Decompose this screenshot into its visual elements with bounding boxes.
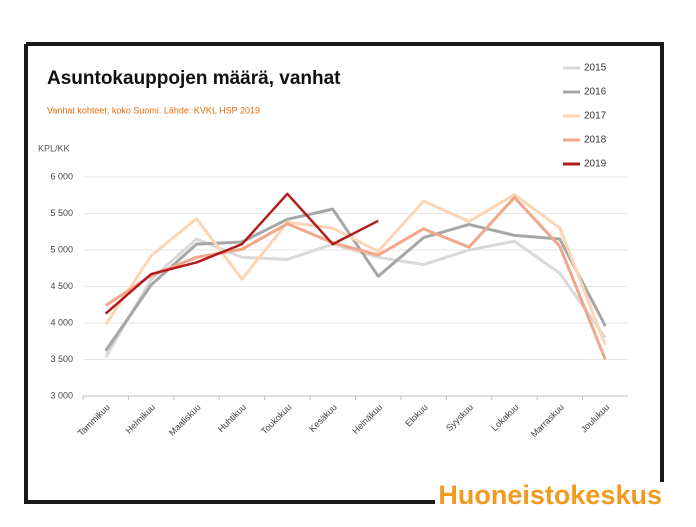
y-tick-label: 6 000	[50, 171, 73, 181]
y-tick-label: 5 500	[50, 208, 73, 218]
y-tick-label: 3 500	[50, 354, 73, 364]
brand-logo: Huoneistokeskus	[438, 480, 662, 510]
series-line	[104, 207, 607, 352]
series-line	[104, 195, 607, 361]
series-line	[104, 192, 379, 315]
legend-label: 2018	[584, 135, 607, 146]
legend-label: 2016	[584, 87, 607, 98]
y-tick-label: 4 500	[50, 281, 73, 291]
legend-label: 2015	[584, 63, 607, 74]
y-axis-label: KPL/KK	[38, 143, 70, 153]
chart-title: Asuntokauppojen määrä, vanhat	[47, 68, 341, 89]
series-line	[104, 237, 607, 359]
series-line	[104, 193, 607, 346]
y-tick-label: 5 000	[50, 244, 73, 254]
legend-label: 2019	[584, 159, 607, 170]
y-tick-label: 4 000	[50, 317, 73, 327]
subtitle: Vanhat kohteet, koko Suomi. Lähde: KVKL …	[47, 105, 260, 115]
y-tick-label: 3 000	[50, 390, 73, 400]
legend-label: 2017	[584, 111, 607, 122]
frame	[24, 42, 664, 504]
